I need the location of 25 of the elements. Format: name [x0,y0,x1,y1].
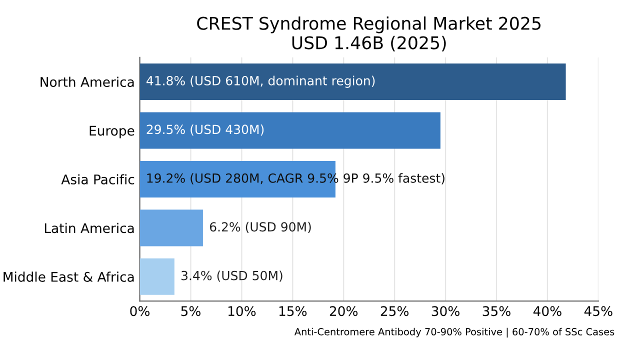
data-label: 6.2% (USD 90M) [210,222,311,234]
data-label: 41.8% (USD 610M, dominant region) [146,76,375,88]
text: Anti-Centromere Antibody 70-90% Positive | 60-70% of SSc Cases [294,328,614,338]
bar [140,112,440,149]
x-tick-label: 35% [482,306,510,316]
x-tick-label: 15% [279,306,307,316]
x-tick-label: 10% [228,306,256,316]
x-tick-label: 5% [181,306,200,316]
y-tick-label: North America [40,76,134,87]
bar [140,210,203,246]
x-tick-label: 30% [432,306,460,316]
data-label: 3.4% (USD 50M) [181,270,282,282]
y-tick-label: Europe [90,126,134,138]
x-tick-label: 45% [584,306,612,316]
bar [140,258,174,295]
y-tick-label: Middle East & Africa [4,272,134,282]
x-tick-label: 40% [533,306,562,316]
data-label: 29.5% (USD 430M) [146,124,264,136]
y-tick-label: Latin America [44,222,134,234]
bar [140,64,566,100]
x-tick-label: 25% [380,306,409,316]
x-tick-label: 0% [130,306,150,316]
y-tick-label: Asia Pacific [61,174,134,184]
chart-title: CREST Syndrome Regional Market 2025 USD 1.46B (2025) [197,16,541,52]
x-tick-label: 20% [330,306,358,316]
